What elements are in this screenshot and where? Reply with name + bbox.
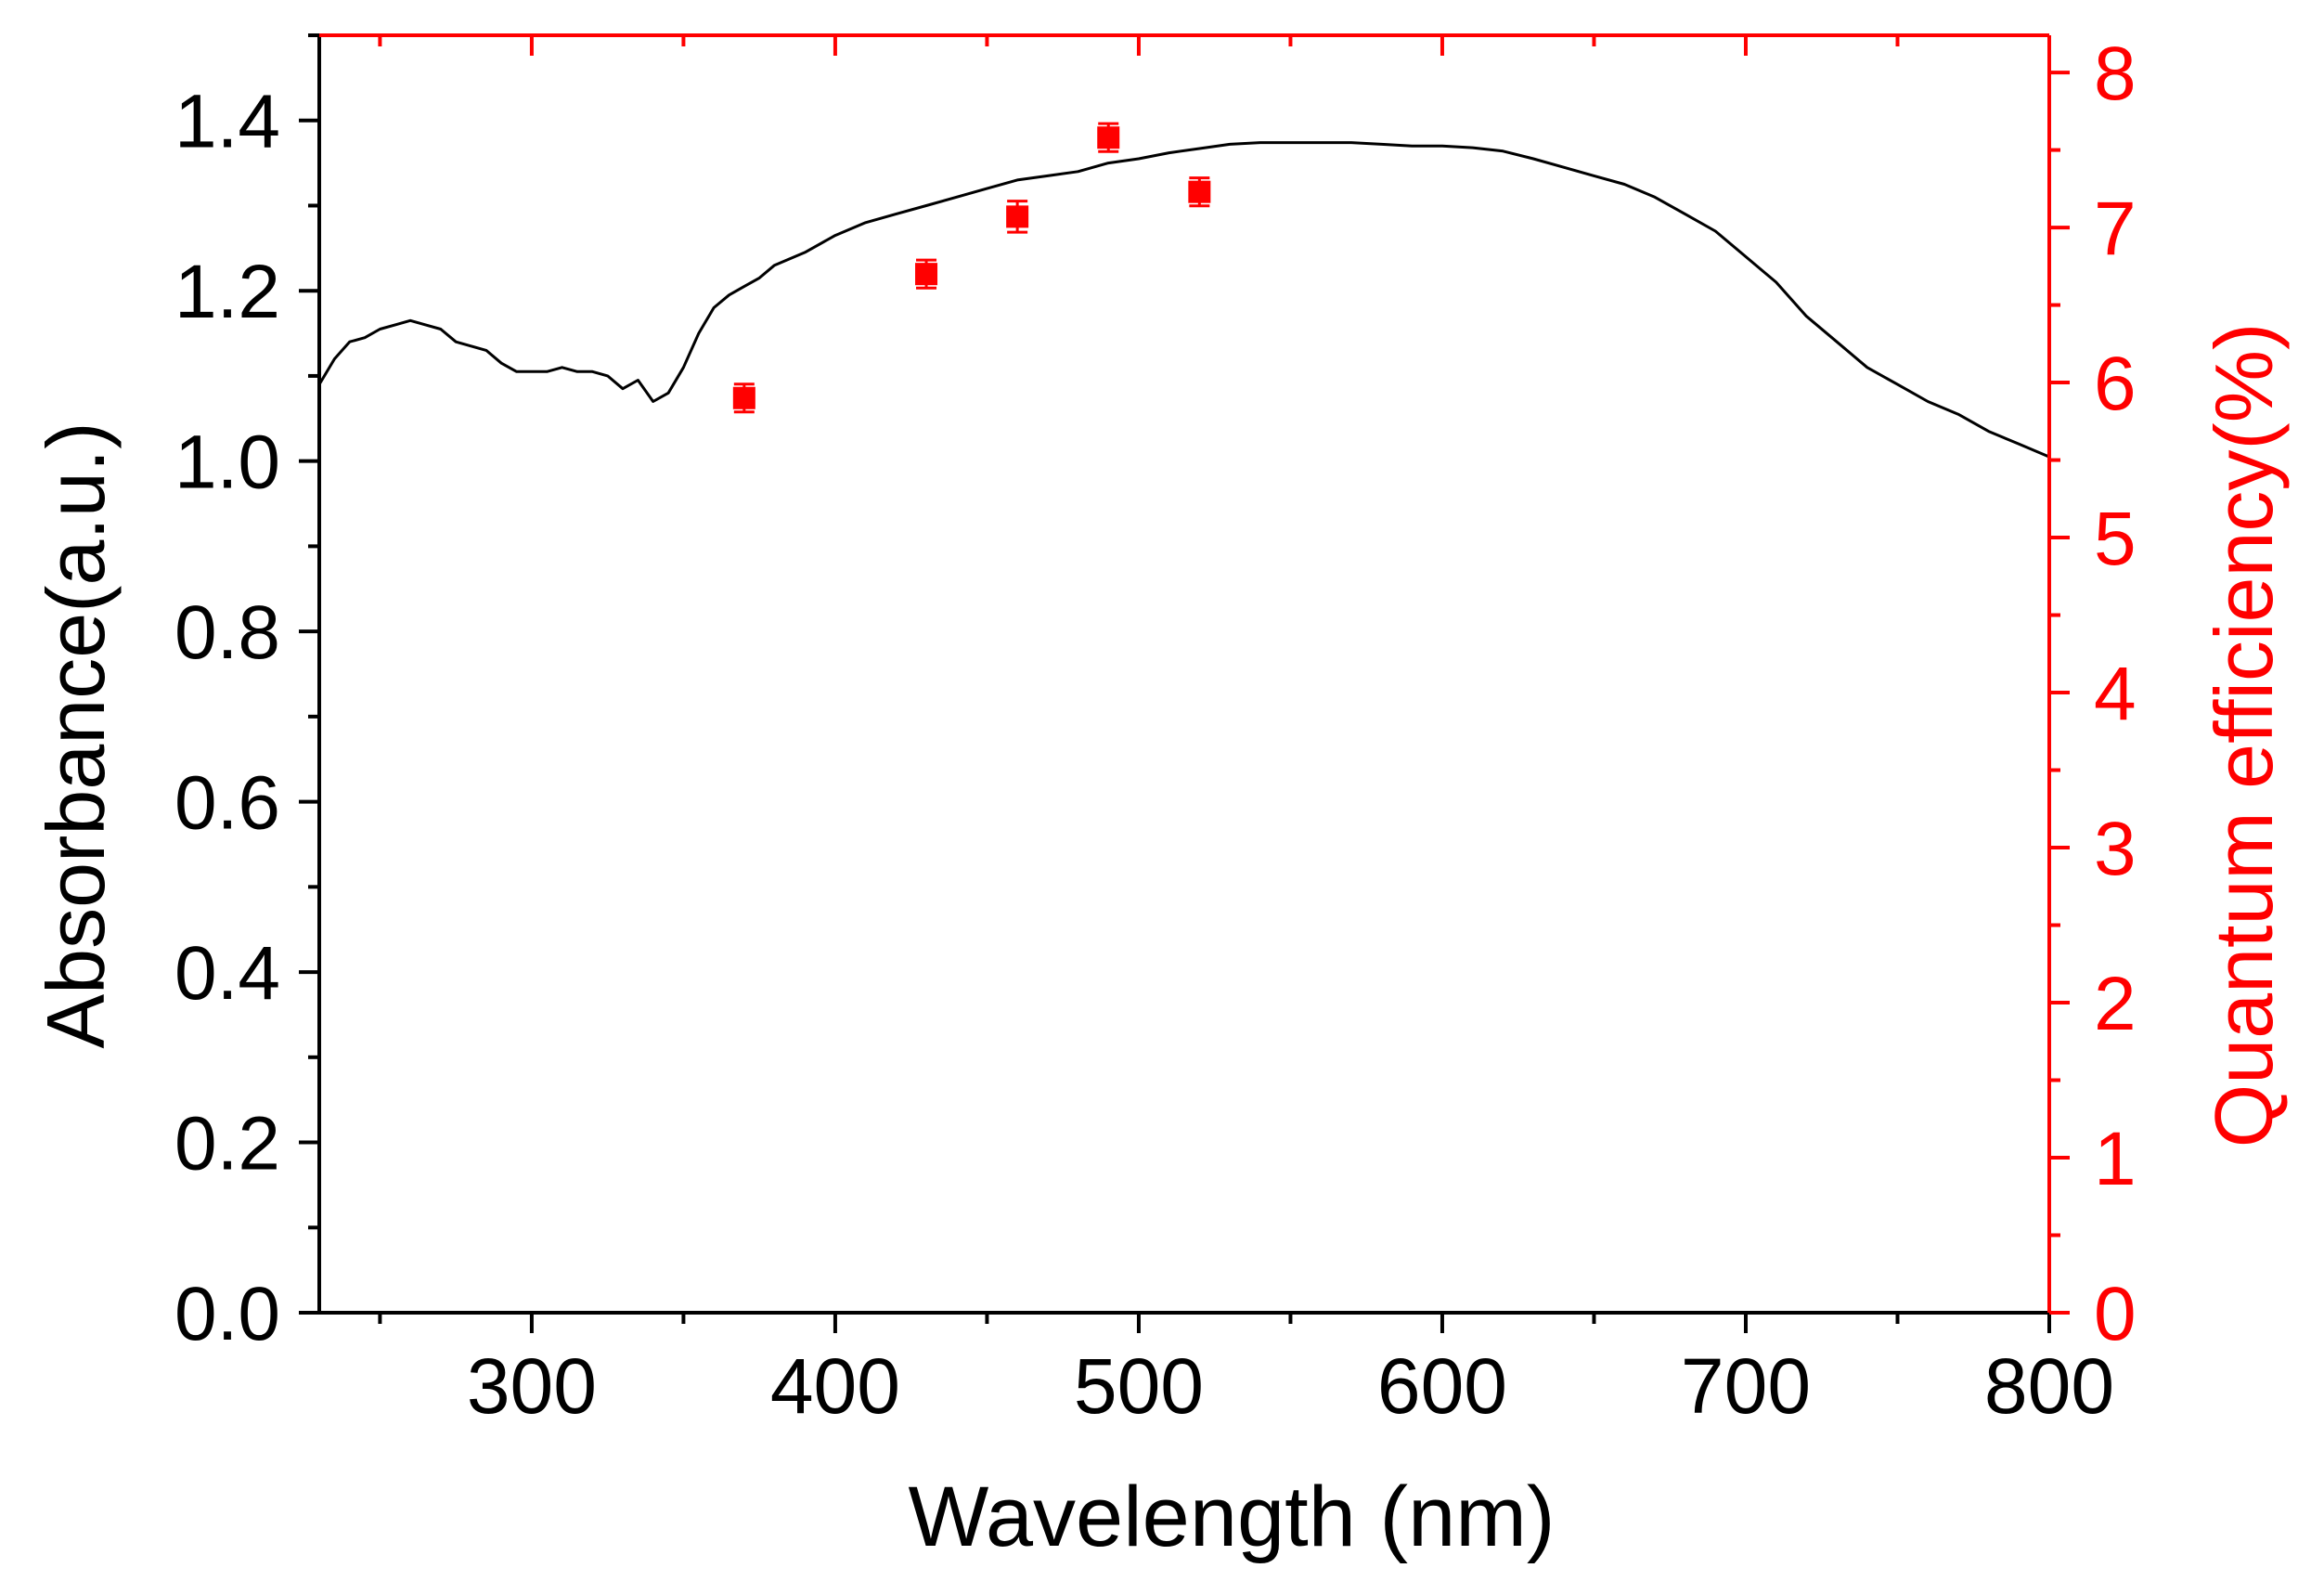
x-tick-label: 700 bbox=[1681, 1342, 1811, 1430]
plot-area bbox=[317, 122, 2050, 459]
y-left-axis-label: Absorbance(a.u.) bbox=[30, 421, 122, 1048]
x-tick-label: 600 bbox=[1377, 1342, 1507, 1430]
absorbance-line bbox=[317, 141, 2050, 459]
x-tick-label: 300 bbox=[467, 1342, 597, 1430]
y-left-tick-label: 1.4 bbox=[174, 80, 280, 164]
y-right-tick-label: 4 bbox=[2094, 652, 2137, 736]
y-left-tick-label: 0.6 bbox=[174, 761, 280, 846]
y-right-tick-label: 7 bbox=[2094, 187, 2137, 271]
qe-point bbox=[1006, 205, 1029, 228]
x-tick-label: 400 bbox=[770, 1342, 900, 1430]
y-left-tick-label: 0.8 bbox=[174, 590, 280, 675]
y-right-tick-label: 5 bbox=[2094, 497, 2137, 581]
y-right-tick-label: 0 bbox=[2094, 1272, 2137, 1356]
qe-point bbox=[1097, 126, 1120, 149]
qe-point bbox=[915, 263, 938, 286]
y-right-tick-label: 6 bbox=[2094, 342, 2137, 426]
y-left-tick-label: 1.2 bbox=[174, 250, 280, 334]
y-left-tick-label: 0.0 bbox=[174, 1272, 280, 1356]
x-axis-label: Wavelength (nm) bbox=[908, 1470, 1555, 1564]
axes bbox=[317, 33, 2051, 1315]
x-tick-label: 800 bbox=[1984, 1342, 2114, 1430]
y-left-tick-label: 0.4 bbox=[174, 931, 280, 1016]
y-right-tick-label: 3 bbox=[2094, 807, 2137, 891]
qe-point bbox=[1188, 180, 1211, 203]
qe-point bbox=[732, 386, 755, 409]
y-right-tick-label: 2 bbox=[2094, 962, 2137, 1046]
ticks: 300 400 500 600 700 800 0.0 0.2 0.4 0.6 0.8 1.0 1.2 1… bbox=[174, 32, 2137, 1430]
x-tick-label: 500 bbox=[1074, 1342, 1204, 1430]
y-right-axis-label: Quantum efficiency(%) bbox=[2198, 323, 2290, 1148]
y-left-tick-label: 0.2 bbox=[174, 1102, 280, 1186]
y-left-tick-label: 1.0 bbox=[174, 421, 280, 505]
y-right-tick-label: 8 bbox=[2094, 32, 2137, 116]
y-right-tick-label: 1 bbox=[2094, 1117, 2137, 1201]
